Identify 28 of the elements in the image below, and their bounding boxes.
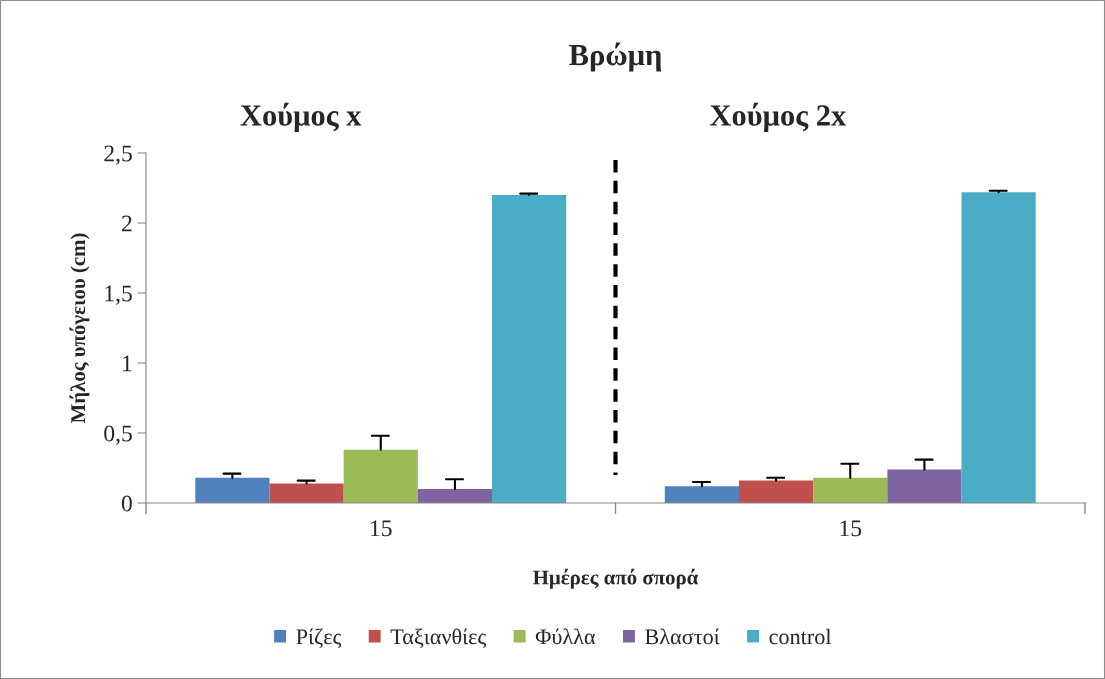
y-tick-label: 1,5 [105,285,132,305]
chart-title: Βρώμη [569,42,662,72]
y-tick-label: 2,5 [104,145,132,165]
y-tick-label: 0 [121,495,132,512]
y-tick-label: 1 [123,355,132,372]
legend-label: control [769,628,832,645]
x-tick-label: 15 [840,520,862,537]
bar [961,192,1036,503]
bar [813,477,888,503]
legend-label: Ρίζες [296,628,342,649]
legend-label: Ταξιανθίες [390,628,487,649]
text: Χούμος 2x [709,102,847,132]
x-tick-label: 15 [371,520,392,537]
bar [195,477,270,503]
text: Χούμος x [240,102,362,132]
bar [887,469,962,503]
bar [664,486,739,503]
x-axis-title: Ημέρες από σπορά [533,568,699,589]
y-tick-label: 2 [122,215,132,232]
y-tick-label: 0,5 [104,425,132,445]
bar [269,483,344,503]
y-axis-title: Μήλος υπόγειου (cm) [69,233,90,424]
bar [343,449,418,503]
legend-label: Φύλλα [535,628,596,645]
bar [492,195,567,503]
bar [417,489,493,503]
bar [738,480,814,503]
legend-label: Βλαστοί [645,628,720,645]
